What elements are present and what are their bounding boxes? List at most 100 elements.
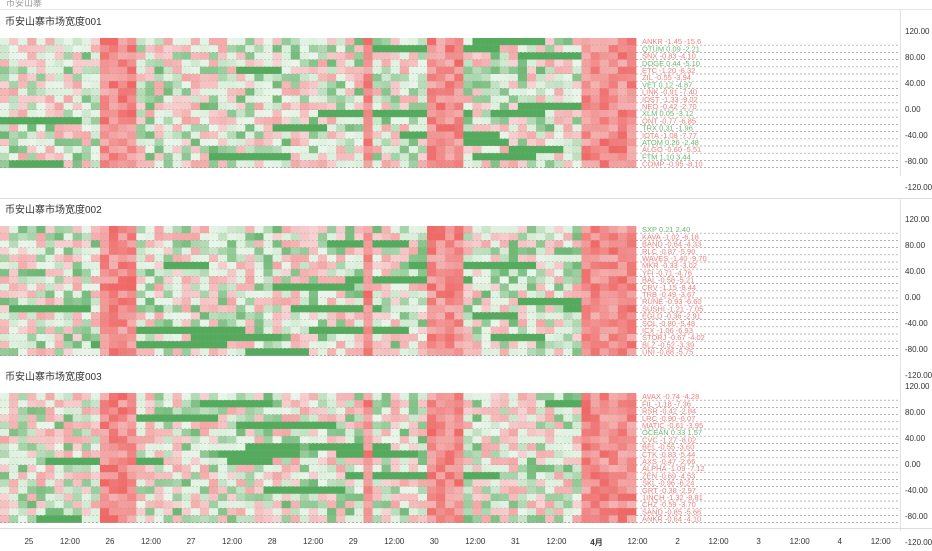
heat-cell: [545, 131, 555, 140]
heat-cell: [272, 486, 283, 495]
heat-cell: [27, 421, 37, 430]
heat-cell: [45, 102, 55, 111]
heat-cell: [0, 81, 10, 89]
heat-cell: [390, 472, 401, 480]
heat-cell: [81, 334, 92, 342]
heat-cell: [599, 52, 610, 60]
heat-cell: [408, 138, 419, 147]
heat-cell: [581, 66, 591, 75]
heat-cell: [517, 326, 528, 335]
heat-cell: [0, 290, 10, 299]
heat-cell: [263, 515, 273, 523]
heat-cell: [590, 240, 601, 248]
heat-cell: [399, 102, 410, 111]
price-scale[interactable]: 120.00 80.00 40.00 0.00 -40.00 -80.00 -120.00: [900, 198, 932, 380]
heat-cell: [572, 472, 582, 480]
heat-cell: [227, 226, 237, 234]
price-scale[interactable]: 120.00 80.00 40.00 0.00 -40.00 -80.00 -120.00: [900, 10, 932, 192]
heat-cell: [318, 81, 328, 89]
heat-cell: [118, 319, 128, 328]
heat-cell: [372, 414, 382, 423]
heat-cell: [336, 240, 346, 248]
heat-cell: [236, 276, 246, 284]
heat-cell: [163, 110, 174, 118]
heat-cell: [308, 312, 319, 320]
heat-cell: [617, 319, 628, 328]
heat-cell: [45, 276, 55, 284]
heat-cell: [318, 290, 328, 299]
heat-cell: [190, 262, 201, 270]
heat-cell: [254, 240, 264, 248]
heat-cell: [9, 153, 19, 161]
heat-cell: [72, 501, 83, 509]
heat-cell: [454, 298, 464, 306]
heat-cell: [508, 146, 519, 154]
heat-cell: [208, 515, 219, 523]
heat-cell: [345, 66, 355, 75]
heat-cell: [454, 472, 464, 480]
heat-cell: [27, 312, 37, 320]
heat-cell: [63, 138, 74, 147]
heat-cell: [427, 262, 437, 270]
heat-cell: [72, 341, 83, 349]
heat-cell: [127, 334, 137, 342]
price-tick: 40.00: [905, 79, 926, 88]
heat-cell: [608, 508, 619, 516]
heat-cell: [181, 138, 192, 147]
heat-cell: [154, 153, 164, 161]
price-scale[interactable]: 120.00 80.00 40.00 0.00 -40.00 -80.00 -120.00: [900, 365, 932, 547]
heat-cell: [290, 66, 301, 75]
heat-cell: [145, 501, 155, 509]
heat-cell: [163, 74, 174, 82]
heat-cell: [199, 348, 210, 356]
heat-cell: [345, 88, 355, 96]
heat-cell: [608, 334, 619, 342]
heat-cell: [172, 414, 183, 423]
heat-cell: [436, 486, 446, 495]
heat-cell: [517, 124, 528, 132]
heat-cell: [554, 233, 564, 241]
heat-cell: [245, 81, 255, 89]
heat-cell: [354, 226, 364, 234]
heat-cell: [208, 254, 219, 263]
time-axis[interactable]: 25 12:00 26 12:00 27 12:00 28 12:00 29 12:00 30 12:…: [0, 528, 932, 551]
heat-cell: [599, 472, 610, 480]
heat-cell: [581, 88, 591, 96]
heat-cell: [354, 95, 364, 104]
heat-cell: [109, 326, 119, 335]
heat-cell: [399, 262, 410, 270]
heat-cell: [526, 450, 537, 459]
price-tick: -40.00: [905, 319, 928, 328]
heat-cell: [399, 254, 410, 263]
heat-cell: [499, 298, 510, 306]
heat-cell: [99, 436, 110, 444]
heat-cell: [54, 117, 64, 125]
heat-cell: [45, 131, 55, 140]
heat-cell: [36, 254, 46, 263]
heat-cell: [436, 66, 446, 75]
heat-cell: [445, 52, 455, 60]
heat-cell: [154, 240, 164, 248]
heat-cell: [390, 348, 401, 356]
heat-cell: [208, 74, 219, 82]
heat-cell: [272, 393, 283, 401]
heat-cell: [481, 457, 492, 466]
heat-cell: [36, 117, 46, 125]
heat-cell: [327, 269, 337, 277]
heat-cell: [590, 74, 601, 82]
heat-cell: [281, 81, 292, 89]
band-label: WAVES -1.40 -9.70: [642, 254, 707, 263]
heat-cell: [599, 74, 610, 82]
heat-cell: [336, 407, 346, 415]
heat-cell: [463, 102, 473, 111]
heat-cell: [299, 319, 310, 328]
heat-cell: [354, 501, 364, 509]
heat-cell: [299, 312, 310, 320]
heat-cell: [81, 457, 92, 466]
heat-cell: [626, 124, 637, 132]
heat-cell: [136, 110, 146, 118]
heat-cell: [345, 233, 355, 241]
heat-cell: [463, 160, 473, 168]
heat-cell: [490, 131, 501, 140]
heat-cell: [463, 348, 473, 356]
